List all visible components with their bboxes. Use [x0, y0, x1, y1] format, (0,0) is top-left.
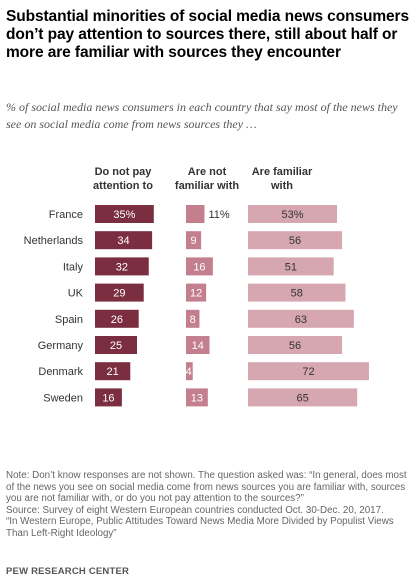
- data-label-france-series-2: 53%: [282, 209, 304, 221]
- chart-subtitle: % of social media news consumers in each…: [6, 100, 398, 131]
- bar-france-series-2: [248, 205, 338, 223]
- data-label-uk-series-0: 29: [113, 288, 125, 300]
- category-label-spain: Spain: [55, 314, 83, 326]
- pew-logo-text: PEW RESEARCH CENTER: [6, 566, 130, 577]
- data-label-netherlands-series-2: 56: [289, 235, 301, 247]
- data-label-italy-series-2: 51: [285, 261, 297, 273]
- bar-germany-series-2: [248, 336, 343, 354]
- column-header-not-attention: Do not pay attention to: [93, 166, 153, 192]
- bar-spain-series-1: [186, 309, 200, 328]
- column-header-not-familiar: Are not familiar with: [174, 166, 240, 192]
- bar-germany-series-0: [95, 336, 137, 354]
- bar-denmark-series-0: [95, 362, 131, 381]
- bar-france-series-0: [95, 205, 154, 223]
- data-label-germany-series-1: 14: [192, 340, 204, 352]
- bar-germany-series-1: [186, 336, 210, 354]
- note-text: Note: Don’t know responses are not shown…: [6, 470, 407, 504]
- data-label-denmark-series-1: 4: [186, 366, 192, 378]
- report-title: “In Western Europe, Public Attitudes Tow…: [6, 516, 394, 539]
- bar-spain-series-2: [248, 309, 354, 328]
- category-label-france: France: [49, 209, 83, 221]
- bar-denmark-series-2: [248, 362, 369, 381]
- bar-sweden-series-1: [186, 388, 208, 407]
- source-text: Source: Survey of eight Western European…: [6, 504, 384, 516]
- data-label-spain-series-0: 26: [111, 314, 123, 326]
- data-label-italy-series-1: 16: [193, 261, 205, 273]
- data-label-uk-series-2: 58: [291, 288, 303, 300]
- data-label-sweden-series-2: 65: [296, 392, 308, 404]
- data-label-germany-series-2: 56: [289, 340, 301, 352]
- category-label-germany: Germany: [38, 340, 84, 352]
- bar-chart: France 35% 11% 53% Netherlands 34 9 56 Italy 32 16…: [24, 205, 369, 407]
- data-label-spain-series-2: 63: [295, 314, 307, 326]
- bar-denmark-series-1: [186, 362, 193, 381]
- chart-title: Substantial minorities of social media n…: [6, 8, 409, 61]
- bar-uk-series-0: [95, 283, 144, 302]
- bar-sweden-series-0: [95, 388, 122, 407]
- data-label-denmark-series-2: 72: [302, 366, 314, 378]
- bar-netherlands-series-1: [186, 231, 202, 250]
- bar-italy-series-2: [248, 257, 334, 276]
- bar-italy-series-0: [95, 257, 149, 276]
- bar-uk-series-1: [186, 283, 207, 302]
- data-label-sweden-series-0: 16: [102, 392, 114, 404]
- bar-uk-series-2: [248, 283, 346, 302]
- data-label-denmark-series-0: 21: [107, 366, 119, 378]
- data-label-france-series-0: 35%: [113, 209, 135, 221]
- bar-netherlands-series-0: [95, 231, 153, 250]
- data-label-uk-series-1: 12: [190, 288, 202, 300]
- category-label-italy: Italy: [63, 261, 84, 273]
- bar-sweden-series-2: [248, 388, 358, 407]
- data-label-italy-series-0: 32: [116, 261, 128, 273]
- bar-spain-series-0: [95, 309, 139, 328]
- data-label-spain-series-1: 8: [190, 314, 196, 326]
- category-label-netherlands: Netherlands: [24, 235, 84, 247]
- category-label-denmark: Denmark: [38, 366, 83, 378]
- data-label-netherlands-series-0: 34: [117, 235, 129, 247]
- category-label-sweden: Sweden: [43, 392, 83, 404]
- category-label-uk: UK: [68, 288, 84, 300]
- notes-block: Note: Don’t know responses are not shown…: [6, 470, 412, 539]
- column-header-familiar: Are familiar with: [251, 166, 313, 192]
- bar-netherlands-series-2: [248, 231, 343, 250]
- bar-france-series-1: [186, 205, 205, 223]
- data-label-netherlands-series-1: 9: [190, 235, 196, 247]
- data-label-sweden-series-1: 13: [191, 392, 203, 404]
- bar-italy-series-1: [186, 257, 213, 276]
- data-label-germany-series-0: 25: [110, 340, 122, 352]
- data-label-france-series-1: 11%: [208, 209, 229, 221]
